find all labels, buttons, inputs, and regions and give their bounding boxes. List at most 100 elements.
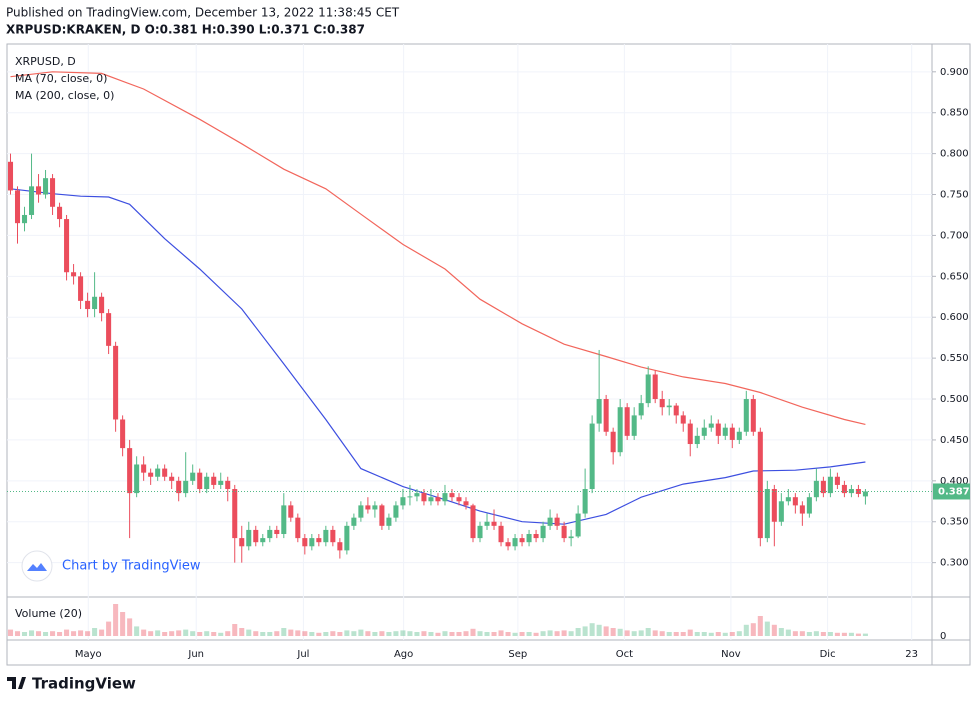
y-tick-label: 0.700	[940, 230, 969, 241]
candle-body	[806, 497, 812, 514]
volume-bar	[617, 628, 623, 636]
volume-bar	[428, 632, 434, 636]
volume-bar	[260, 632, 266, 636]
volume-bar	[596, 624, 602, 636]
volume-bar	[21, 632, 28, 636]
x-tick-label: Jun	[187, 649, 204, 660]
volume-bar	[372, 632, 378, 636]
volume-bar	[64, 629, 70, 636]
candle-body	[498, 525, 504, 543]
volume-bar	[750, 623, 756, 636]
candle-body	[288, 505, 294, 518]
candle-body	[29, 186, 35, 215]
published-note: Published on TradingView.com, December 1…	[6, 6, 400, 20]
candle-body	[232, 489, 238, 539]
y-tick-label: 0.900	[940, 67, 969, 78]
candle-body	[435, 497, 441, 502]
volume-bar	[673, 632, 679, 636]
chart-frame	[6, 43, 971, 666]
volume-bar	[477, 631, 483, 636]
candle-body	[246, 529, 252, 547]
volume-bar	[218, 632, 224, 636]
volume-bar	[456, 632, 462, 636]
candle-body	[36, 186, 42, 195]
volume-bar	[379, 631, 385, 636]
candle-body	[358, 505, 364, 518]
candle-body	[14, 190, 21, 224]
candle-body	[113, 345, 119, 420]
volume-bar	[757, 616, 763, 636]
candle-body	[785, 497, 791, 502]
candle-body	[736, 431, 742, 440]
candle-body	[680, 415, 686, 424]
candle-body	[260, 538, 266, 543]
candle-body	[645, 374, 651, 404]
legend-entry: MA (200, close, 0)	[15, 89, 114, 102]
x-tick-label: Oct	[616, 649, 633, 660]
candle-body	[638, 403, 644, 416]
volume-bar	[344, 630, 350, 636]
volume-bar	[743, 624, 749, 636]
y-tick-label: 0.600	[940, 312, 969, 323]
x-tick-label: Mayo	[75, 649, 102, 660]
chart-title: XRPUSD, D	[15, 55, 76, 68]
volume-bar	[645, 628, 651, 636]
candle-body	[715, 423, 721, 436]
candle-body	[414, 493, 420, 497]
candle-body	[568, 536, 574, 539]
candle-body	[456, 497, 462, 502]
volume-bar	[330, 631, 336, 636]
candle-body	[631, 415, 637, 436]
candle-body	[603, 399, 609, 432]
candle-body	[512, 538, 518, 547]
candle-body	[428, 497, 434, 502]
candle-body	[708, 423, 714, 428]
candle-body	[85, 300, 91, 310]
volume-bar	[631, 631, 637, 636]
volume-bar	[813, 631, 819, 636]
candle-body	[666, 405, 672, 408]
volume-bar	[792, 631, 798, 636]
candle-body	[792, 497, 798, 506]
volume-bar	[771, 624, 777, 636]
candle-body	[43, 178, 49, 195]
volume-bar	[85, 631, 91, 636]
candle-body	[624, 407, 630, 436]
volume-bar	[414, 632, 420, 636]
y-tick-label: 0.400	[940, 476, 969, 487]
volume-bar	[127, 618, 133, 636]
volume-bar	[50, 631, 56, 636]
volume-bar	[540, 631, 546, 636]
y-tick-label: 0.800	[940, 149, 969, 160]
volume-bar	[78, 630, 84, 636]
x-tick-label: Sep	[508, 649, 527, 660]
brand-name: TradingView	[32, 675, 136, 693]
volume-bar	[148, 631, 154, 636]
brand-footer: TradingView	[7, 675, 136, 693]
grid	[7, 44, 932, 640]
candle-body	[92, 296, 98, 310]
volume-bar	[666, 632, 672, 636]
candle-body	[848, 489, 854, 494]
volume-bar	[722, 632, 728, 636]
volume-bar	[694, 632, 700, 636]
volume-bar	[519, 632, 525, 636]
candle-body	[484, 521, 490, 526]
volume-bar	[484, 632, 490, 636]
candle-body	[71, 272, 77, 277]
y-tick-label: 0.850	[940, 108, 969, 119]
candle-body	[519, 538, 525, 543]
watermark: Chart by TradingView	[21, 550, 201, 582]
candle-body	[400, 497, 406, 506]
y-tick-label: 0.300	[940, 558, 969, 569]
volume-bar	[106, 621, 112, 636]
candle-body	[757, 431, 763, 539]
volume-bar	[659, 631, 665, 636]
volume-tick-label: 0	[940, 631, 946, 642]
volume-bar	[407, 631, 413, 636]
volume-bar	[568, 631, 574, 636]
legend-entry: MA (70, close, 0)	[15, 72, 107, 85]
volume-bar	[169, 631, 175, 636]
volume-bar	[498, 630, 504, 636]
candle-body	[386, 517, 392, 526]
